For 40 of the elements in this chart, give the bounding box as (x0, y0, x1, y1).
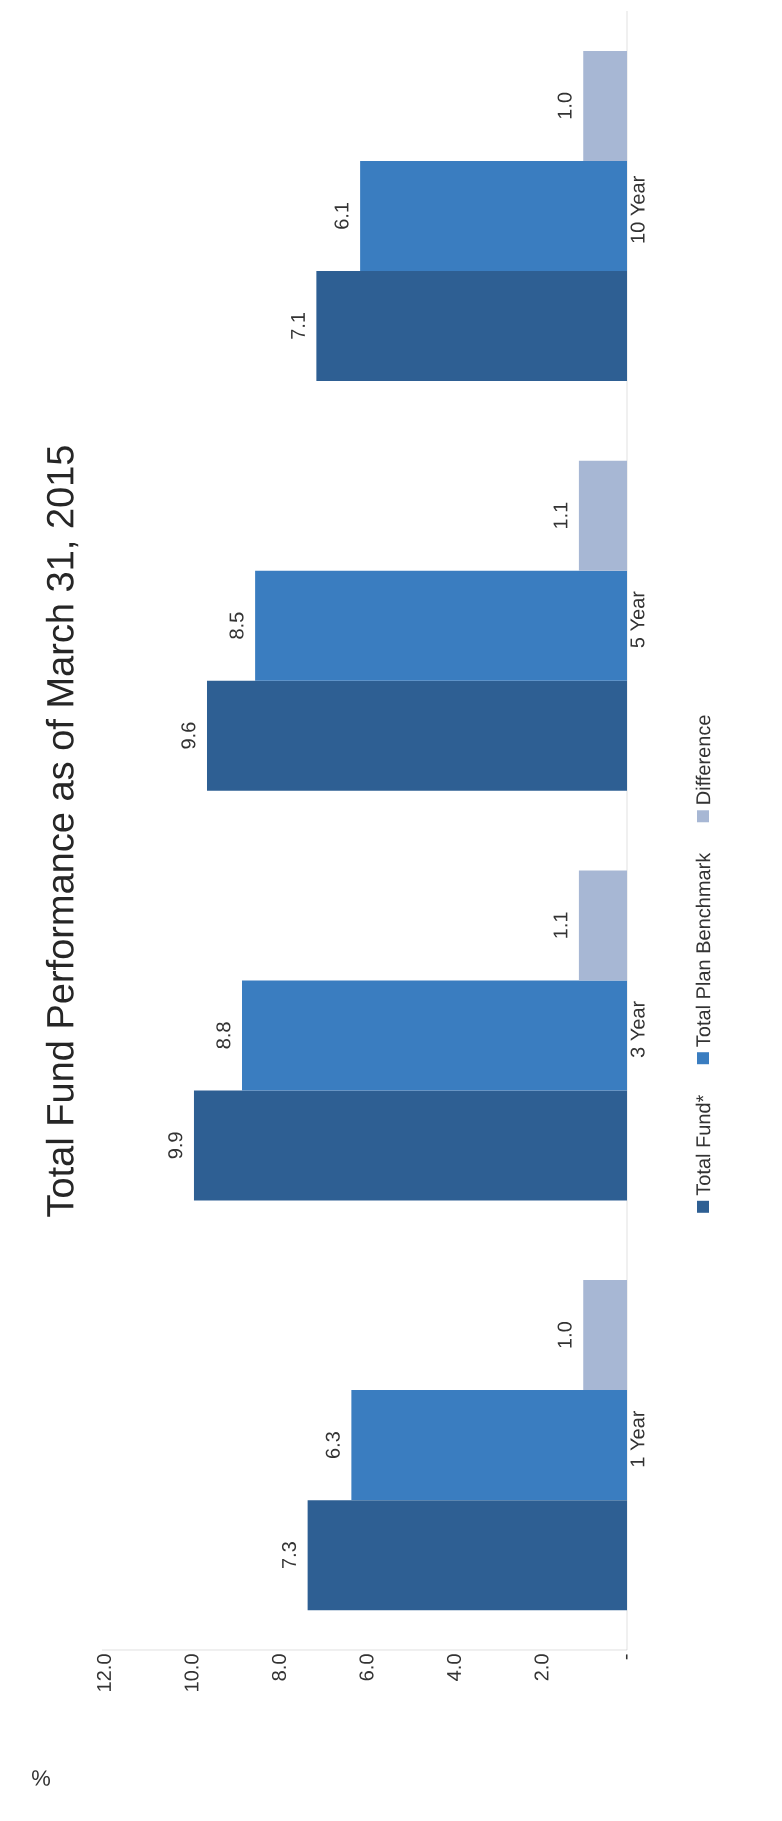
data-label: 7.3 (281, 1542, 297, 1569)
y-tick-label: 3 Year (630, 1001, 645, 1058)
bar (351, 1390, 627, 1501)
bar (360, 160, 627, 271)
bar (316, 270, 627, 381)
data-label: 1.1 (553, 912, 568, 938)
data-label: 1.0 (557, 92, 572, 119)
data-label: 6.1 (334, 202, 349, 229)
x-tick-label: 10.0 (184, 1654, 199, 1691)
bar (193, 1090, 627, 1201)
bar (307, 1500, 627, 1611)
x-axis-title: % (32, 1770, 50, 1786)
data-label: 8.5 (229, 612, 244, 639)
data-label: 1.1 (553, 502, 568, 529)
x-tick-label: 2.0 (534, 1654, 549, 1681)
bar (578, 870, 627, 981)
bar (583, 50, 627, 161)
text: Total Fund* (695, 1094, 711, 1196)
x-tick-label: 8.0 (271, 1654, 287, 1681)
x-tick-label: 12.0 (96, 1654, 112, 1691)
y-tick-label: 1 Year (630, 1410, 645, 1467)
bar (583, 1280, 627, 1391)
bar (578, 460, 627, 571)
text: Difference (695, 715, 711, 804)
x-tick-label: 4.0 (446, 1654, 462, 1681)
x-tick-label: 6.0 (359, 1654, 374, 1681)
data-label: 9.6 (181, 722, 196, 749)
text: Total Fund Performance as of March 31, 2015 (45, 446, 79, 1217)
bar (255, 570, 627, 681)
data-label: 6.3 (325, 1432, 340, 1459)
data-label: 1.0 (557, 1322, 572, 1348)
text: Total Plan Benchmark (695, 852, 711, 1047)
data-label: 7.1 (291, 312, 305, 339)
bar (207, 680, 627, 791)
y-tick-label: 10 Year (630, 176, 645, 243)
data-label: 8.8 (216, 1022, 231, 1049)
bar (242, 980, 627, 1091)
data-label: 9.9 (168, 1132, 183, 1159)
y-tick-label: 5 Year (630, 591, 645, 648)
x-tick-label: - (625, 1654, 628, 1660)
